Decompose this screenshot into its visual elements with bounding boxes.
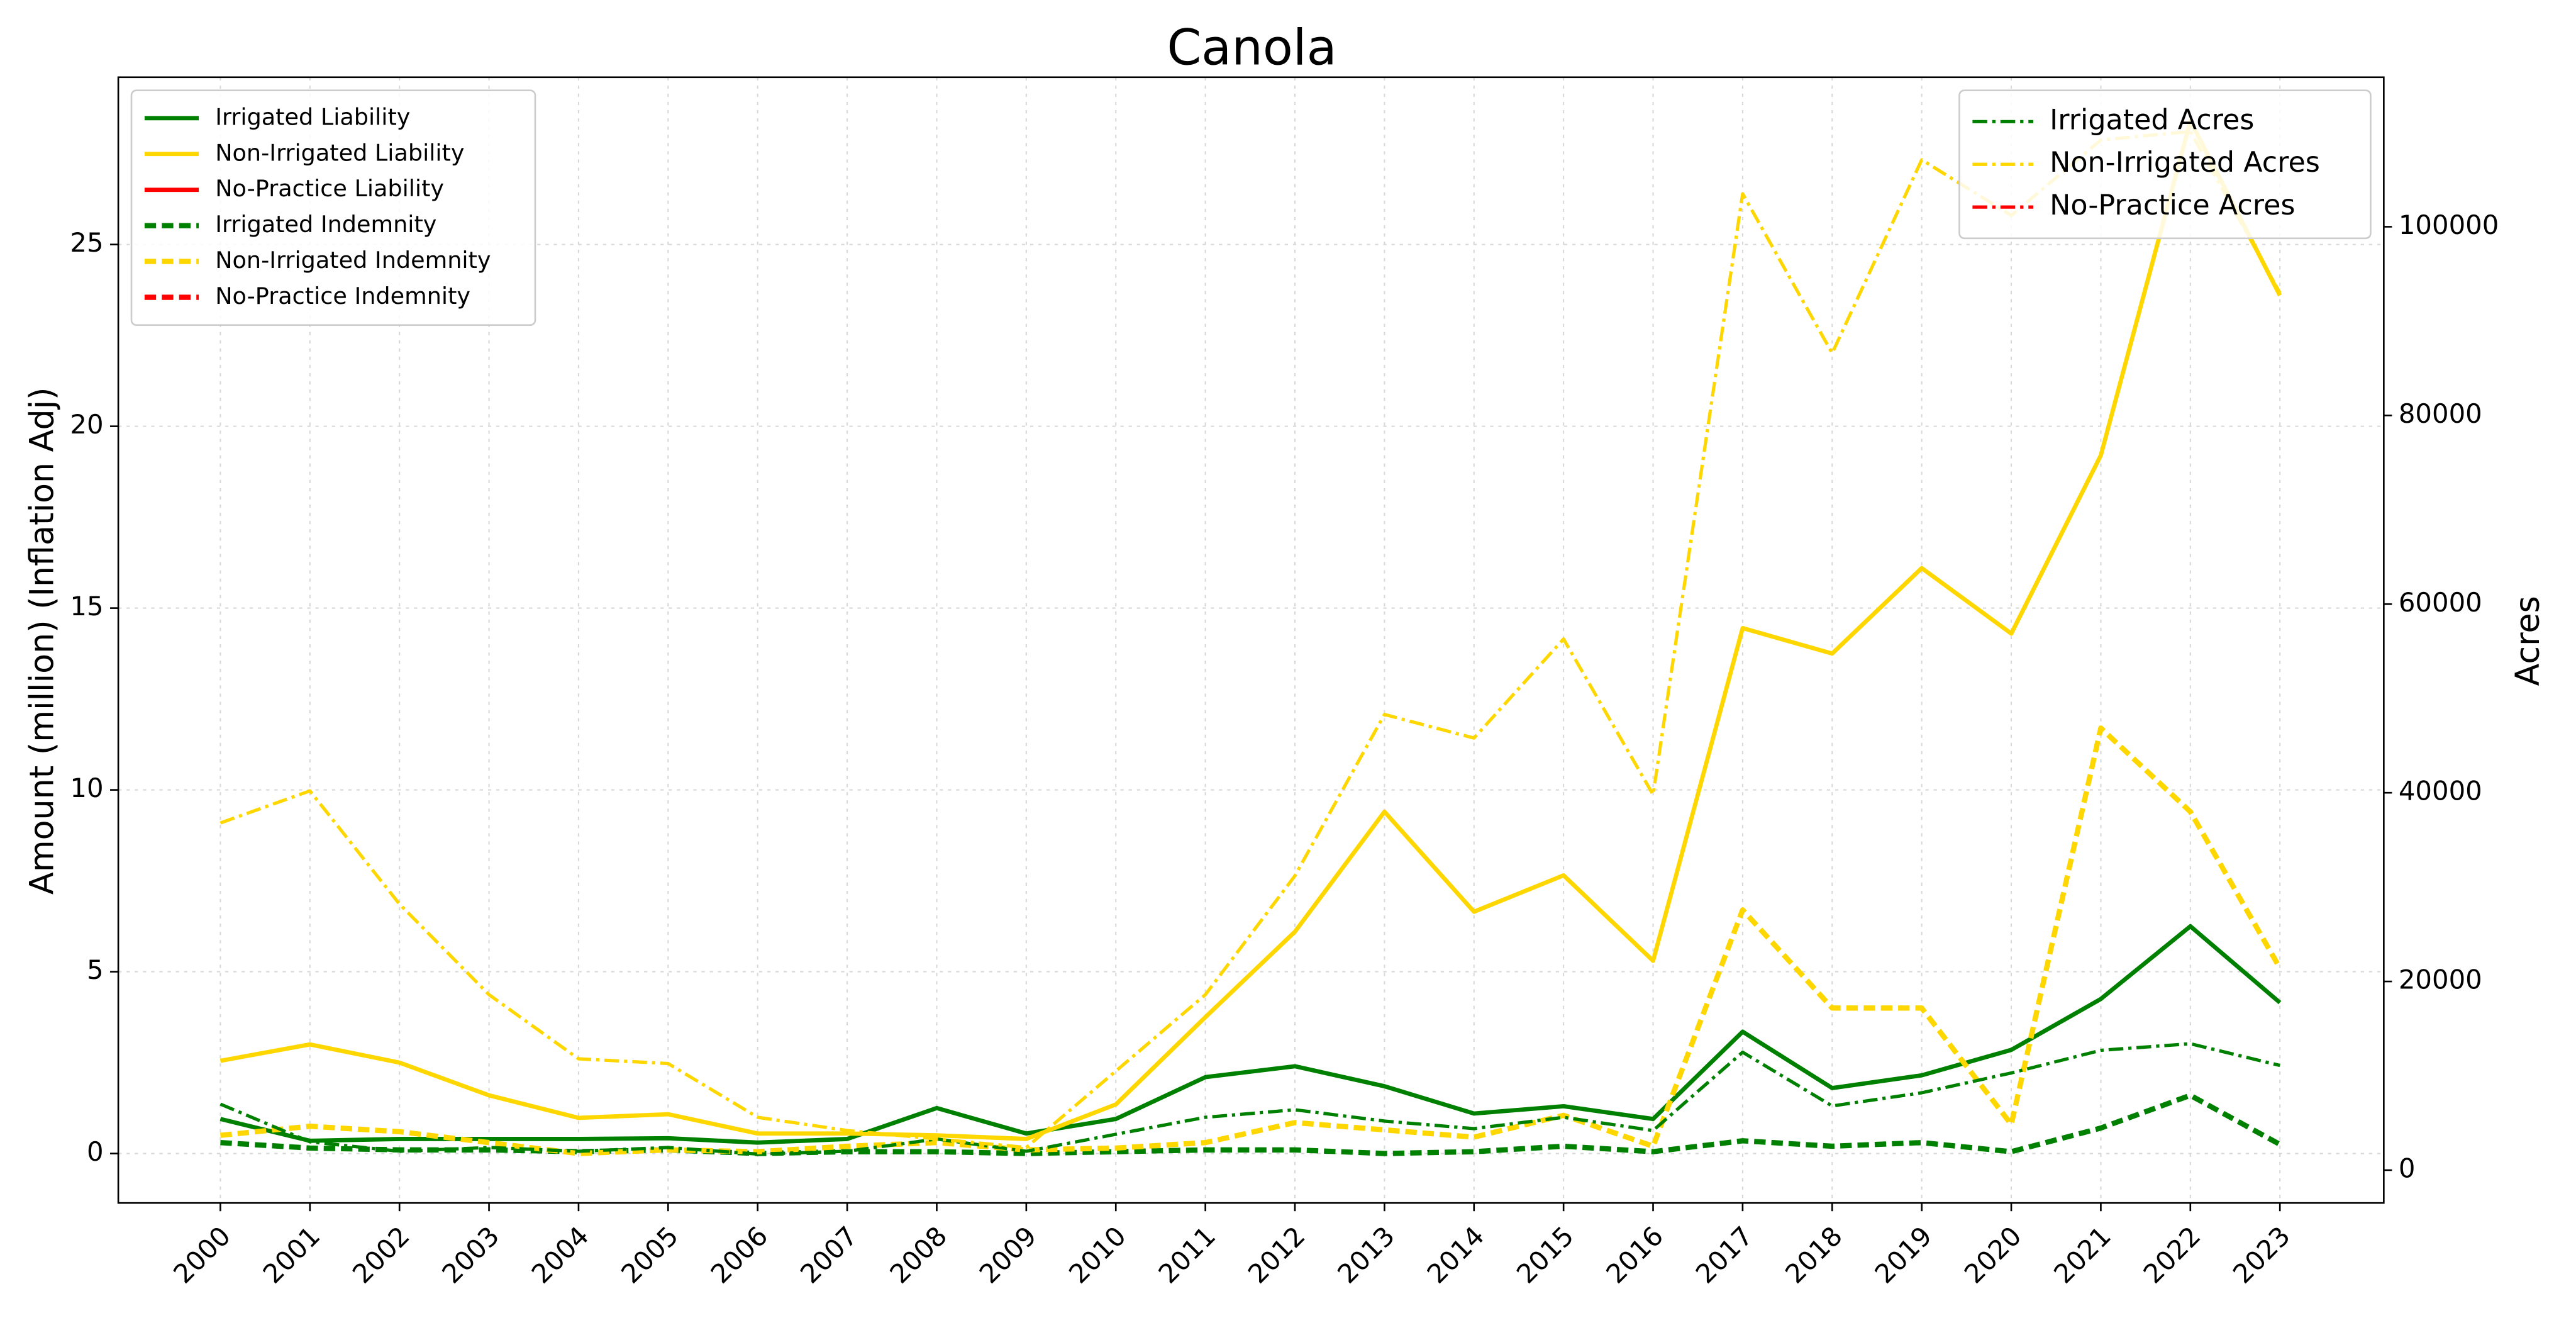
legend-box	[130, 89, 536, 327]
chart-title: Canola	[1167, 19, 1336, 76]
grid	[118, 77, 2384, 1204]
y2-tick-label: 0	[2399, 1153, 2416, 1183]
y2-axis-label: Acres	[2509, 596, 2547, 686]
y2-tick-label: 40000	[2399, 776, 2482, 807]
y-axis-label: Amount (million) (Inflation Adj)	[24, 387, 62, 895]
legend-label: Irrigated Indemnity	[215, 211, 436, 238]
y2-tick-label: 80000	[2399, 398, 2482, 429]
y-tick-label: 0	[87, 1136, 104, 1167]
y2-tick-label: 20000	[2399, 964, 2482, 995]
series-line	[220, 1092, 2282, 1156]
series-line	[219, 924, 2282, 1145]
legend-label: No-Practice Indemnity	[215, 282, 470, 310]
legend-label: Non-Irrigated Acres	[2050, 147, 2320, 179]
legend-label: No-Practice Liability	[215, 175, 444, 202]
legends: Irrigated Liability Non-Irrigated Liabili…	[130, 89, 2372, 327]
legend-label: Non-Irrigated Indemnity	[215, 247, 491, 274]
plot-frame	[117, 76, 2385, 1204]
y2-tick-label: 60000	[2399, 587, 2482, 618]
legend-label: Non-Irrigated Liability	[215, 139, 464, 166]
y-tick-label: 20	[70, 409, 103, 440]
series-line	[220, 725, 2282, 1156]
y-tick-label: 25	[70, 227, 103, 258]
y-tick-label: 5	[87, 954, 104, 985]
y2-tick-label: 100000	[2399, 209, 2499, 240]
series-line	[219, 118, 2282, 1141]
plot-lines	[219, 118, 2282, 1156]
y-tick-label: 15	[70, 591, 103, 622]
series-line	[219, 1042, 2280, 1156]
legend-label: Irrigated Liability	[215, 103, 410, 130]
series-line	[219, 130, 2282, 1149]
legend-label: No-Practice Acres	[2050, 189, 2295, 221]
legend-label: Irrigated Acres	[2050, 104, 2254, 136]
y-tick-label: 10	[70, 773, 103, 803]
legend-box	[1958, 89, 2372, 240]
